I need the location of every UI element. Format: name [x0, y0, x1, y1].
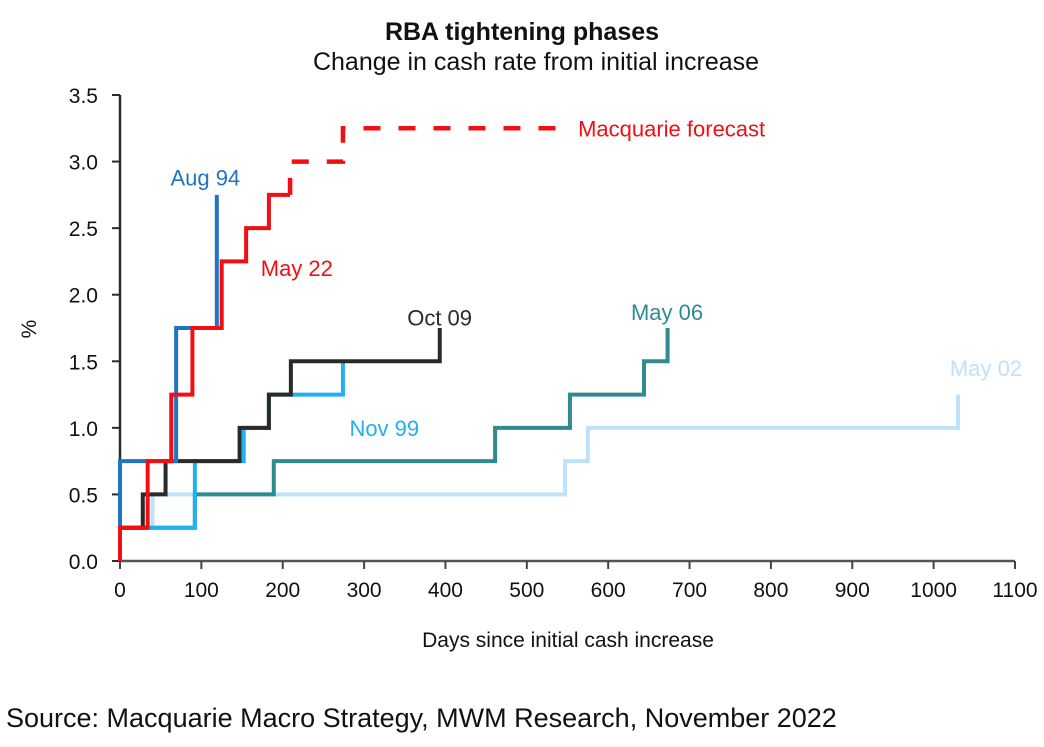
series-label-may-22: May 22	[261, 256, 333, 281]
x-tick-label: 500	[509, 579, 544, 602]
y-tick-label: 1.5	[69, 351, 98, 374]
y-tick-label: 0.5	[69, 484, 98, 507]
series-label-may-02: May 02	[950, 356, 1022, 381]
chart-subtitle: Change in cash rate from initial increas…	[313, 48, 759, 76]
y-tick-label: 3.0	[69, 152, 98, 175]
series-line-may-02	[120, 394, 961, 530]
x-tick-label: 1100	[992, 579, 1037, 602]
series-label-nov-99: Nov 99	[349, 416, 419, 441]
series-line-macquarie-forecast	[287, 126, 564, 195]
source-note: Source: Macquarie Macro Strategy, MWM Re…	[6, 703, 837, 733]
series-line-oct-09	[120, 328, 442, 530]
axes: 0.0 0.5 1.0 1.5 2.0 2.5 3.0 3.5 0 100 200 300 400 500…	[69, 85, 1038, 602]
x-tick-label: 800	[753, 579, 788, 602]
x-tick-label: 900	[835, 579, 870, 602]
y-tick-label: 1.0	[69, 418, 98, 441]
series-label-macquarie-forecast: Macquarie forecast	[578, 116, 765, 141]
y-tick-label: 2.5	[69, 218, 98, 241]
y-tick-label: 2.0	[69, 285, 98, 308]
chart-title: RBA tightening phases	[385, 18, 659, 46]
x-tick-label: 0	[114, 579, 126, 602]
series-label-aug-94: Aug 94	[170, 166, 240, 191]
x-axis-label: Days since initial cash increase	[422, 629, 714, 652]
series-line-aug-94	[118, 194, 219, 528]
series-label-oct-09: Oct 09	[407, 305, 472, 330]
x-tick-label: 600	[591, 579, 626, 602]
series-line-nov-99	[120, 361, 345, 530]
x-tick-label: 400	[428, 579, 463, 602]
x-tick-label: 100	[184, 579, 219, 602]
chart: RBA tightening phases Change in cash rat…	[18, 18, 1038, 652]
x-tick-label: 300	[347, 579, 382, 602]
x-tick-label: 1000	[910, 579, 957, 602]
series-line-may-22	[118, 192, 291, 561]
y-axis-label: %	[18, 320, 41, 339]
series-layer	[118, 126, 961, 561]
x-tick-label: 200	[265, 579, 300, 602]
x-tick-label: 700	[672, 579, 707, 602]
y-tick-label: 0.0	[69, 551, 98, 574]
series-labels: May 02 May 06 Nov 99 Oct 09 Aug 94 May 22 Macq…	[170, 116, 1022, 441]
y-tick-label: 3.5	[69, 85, 98, 108]
series-label-may-06: May 06	[631, 300, 703, 325]
